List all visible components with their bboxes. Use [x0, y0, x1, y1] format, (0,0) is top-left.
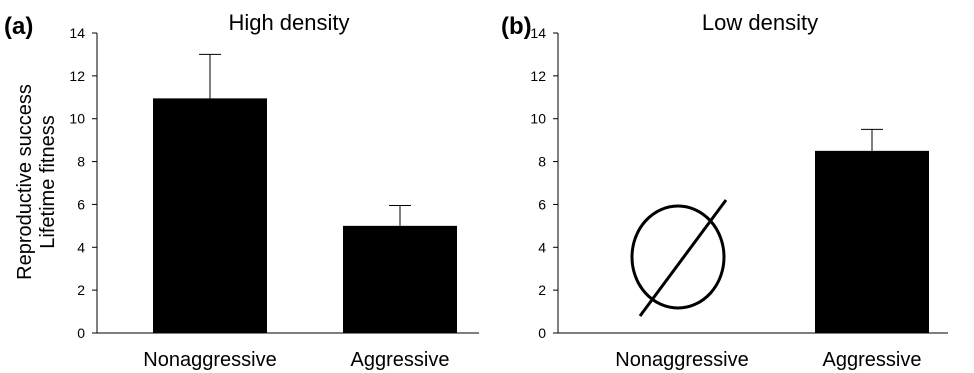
panel-b-y-tick-label: 8 [538, 154, 546, 170]
panel-a-bar-nonaggressive [153, 98, 267, 333]
panel-a-y-tick-label: 4 [77, 239, 85, 255]
y-axis-label-line2: Lifetime fitness [37, 115, 59, 248]
panel-b-y-tick-label: 10 [530, 111, 546, 127]
panel-b: (b) Low density 0 2 4 6 8 10 12 14 Nonaggressive… [501, 10, 948, 371]
panel-b-category-label: Aggressive [823, 349, 922, 371]
panel-b-y-tick-label: 12 [530, 68, 546, 84]
panel-a-y-tick-label: 10 [69, 111, 85, 127]
panel-a-y-tick-label: 12 [69, 68, 85, 84]
panel-b-y-tick-label: 0 [538, 325, 546, 341]
panel-a-plot: 0 2 4 6 8 10 12 14 Nonaggressive Aggressive [69, 25, 479, 371]
panel-a-y-tick-label: 8 [77, 154, 85, 170]
panel-b-y-tick-label: 2 [538, 282, 546, 298]
panel-a-title: High density [228, 10, 349, 35]
panel-a-category-label: Aggressive [351, 349, 450, 371]
panel-b-label: (b) [501, 13, 532, 40]
panel-b-plot: 0 2 4 6 8 10 12 14 Nonaggressive Aggressive [530, 25, 948, 371]
panel-a-y-tick-label: 2 [77, 282, 85, 298]
panel-b-empty-set-slash [638, 199, 728, 317]
panel-b-y-tick-label: 6 [538, 196, 546, 212]
panel-a-y-tick-label: 6 [77, 196, 85, 212]
panel-b-bar-aggressive [815, 150, 929, 333]
panel-a-y-tick-label: 0 [77, 325, 85, 341]
panel-b-y-tick-label: 14 [530, 25, 546, 41]
panel-b-title: Low density [702, 10, 818, 35]
panel-b-category-label: Nonaggressive [615, 349, 748, 371]
panel-a-bar-aggressive [343, 225, 457, 333]
panel-a: (a) High density 0 2 4 6 8 10 12 14 Nonaggressiv… [4, 10, 479, 371]
panel-a-category-label: Nonaggressive [143, 349, 276, 371]
panel-b-empty-set-circle [630, 204, 726, 310]
panel-a-y-tick-label: 14 [69, 25, 85, 41]
y-axis-label-line1: Reproductive success [14, 84, 36, 280]
panel-a-label: (a) [4, 13, 33, 40]
panel-b-y-tick-label: 4 [538, 239, 546, 255]
